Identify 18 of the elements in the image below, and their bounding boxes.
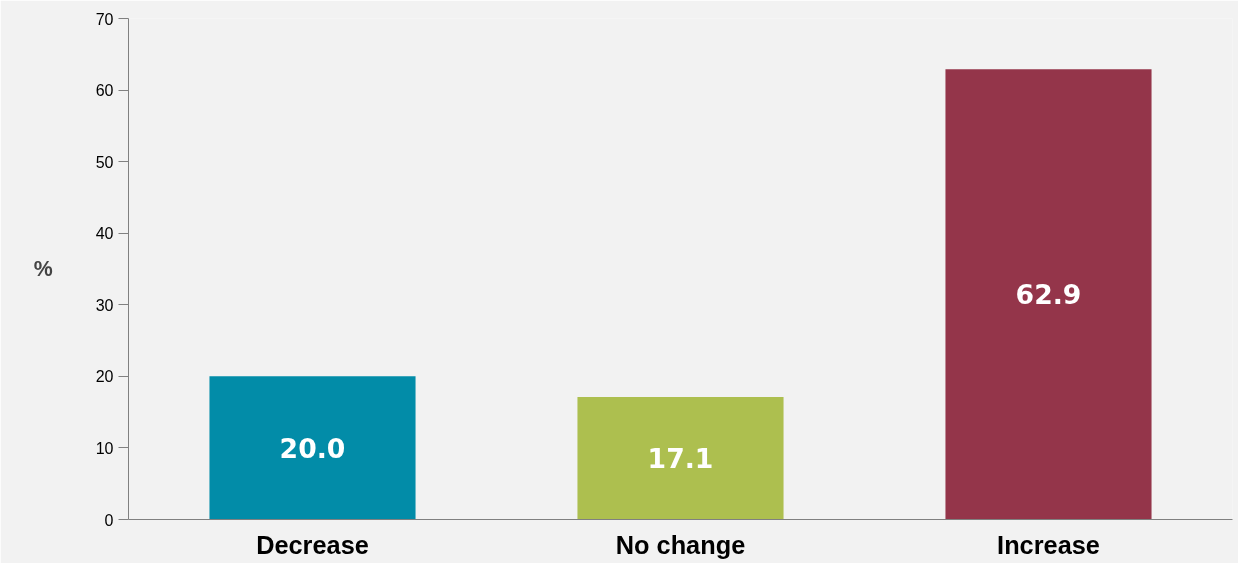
y-tick-label: 30 xyxy=(95,296,114,314)
y-axis-title: % xyxy=(33,257,53,281)
bar xyxy=(209,376,416,520)
data-label: 20.0 xyxy=(279,432,346,464)
x-tick-label: Decrease xyxy=(256,530,369,559)
y-tick-label: 50 xyxy=(95,153,114,171)
x-tick-label: No change xyxy=(615,530,746,559)
data-label: 62.9 xyxy=(1015,279,1082,311)
y-tick-label: 10 xyxy=(95,439,114,457)
y-tick-label: 70 xyxy=(95,10,114,28)
x-tick-label: Increase xyxy=(997,530,1100,559)
bar xyxy=(577,397,784,520)
y-tick-label: 20 xyxy=(95,368,114,386)
y-tick-label: 0 xyxy=(104,511,114,529)
bar xyxy=(945,69,1152,520)
data-label: 17.1 xyxy=(647,443,714,475)
y-tick-label: 40 xyxy=(95,225,114,243)
y-tick-label: 60 xyxy=(95,82,114,100)
